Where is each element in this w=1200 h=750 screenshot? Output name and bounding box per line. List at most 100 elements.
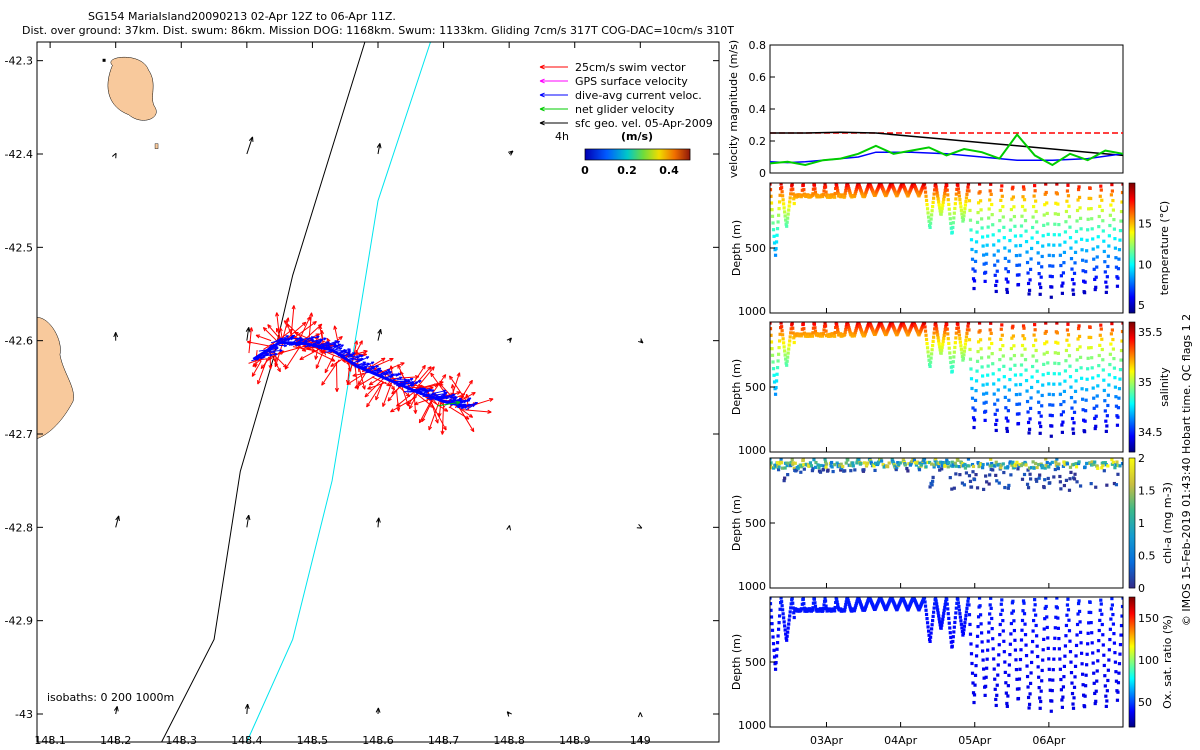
depth-point-temperature — [1088, 186, 1092, 190]
depth-point-oxygen — [964, 610, 969, 614]
depth-point-salinity — [962, 353, 966, 357]
depth-point-oxygen — [1058, 667, 1062, 671]
depth-point-salinity — [985, 391, 989, 395]
depth-point-temperature — [770, 183, 772, 186]
speed-colorbar-cell — [656, 149, 658, 160]
depth-point-oxygen — [770, 602, 773, 606]
depth-point-salinity — [964, 335, 969, 339]
islet-small — [102, 58, 106, 62]
depth-point-temperature — [1005, 287, 1009, 292]
depth-point-oxygen — [962, 624, 967, 628]
depth-point-chl-a — [841, 464, 845, 469]
depth-point-oxygen — [986, 639, 990, 643]
colorbar-cell-oxygen — [1129, 635, 1135, 637]
colorbar-cell-chl-a — [1129, 543, 1135, 545]
colorbar-cell-salinity — [1129, 419, 1135, 421]
depth-point-temperature — [962, 210, 967, 214]
depth-point-temperature — [772, 241, 777, 245]
depth-point-oxygen — [975, 644, 979, 648]
depth-point-salinity — [1104, 419, 1108, 423]
depth-point-oxygen — [1092, 671, 1096, 675]
depth-point-temperature — [951, 221, 955, 225]
depth-point-oxygen — [992, 657, 996, 661]
depth-point-salinity — [1041, 383, 1045, 387]
depth-point-chl-a — [853, 468, 857, 472]
depth-point-temperature — [813, 187, 817, 191]
depth-point-oxygen — [1086, 631, 1090, 635]
depth-point-oxygen — [1097, 639, 1101, 643]
colorbar-cell-salinity — [1129, 386, 1135, 388]
depth-point-temperature — [1120, 200, 1123, 204]
speed-colorbar-cell — [586, 149, 588, 160]
depth-point-oxygen — [953, 620, 957, 625]
colorbar-cell-chl-a — [1129, 487, 1135, 489]
colorbar-cell-chl-a — [1129, 502, 1135, 504]
depth-point-oxygen — [1075, 622, 1080, 627]
depth-point-salinity — [1094, 414, 1098, 418]
colorbar-cell-temperature — [1129, 225, 1135, 227]
legend-label: sfc geo. vel. 05-Apr-2009 — [575, 117, 713, 130]
time-tick-label: 05Apr — [958, 734, 992, 747]
depth-point-temperature — [843, 191, 847, 195]
dac-vector-head — [323, 337, 327, 341]
depth-point-oxygen — [1010, 611, 1014, 615]
depth-point-oxygen — [1051, 678, 1055, 682]
depth-point-oxygen — [780, 604, 784, 608]
depth-point-chl-a — [840, 466, 844, 470]
depth-point-temperature — [1067, 215, 1072, 219]
colorbar-cell-chl-a — [1129, 468, 1135, 470]
depth-point-salinity — [969, 377, 974, 381]
colorbar-cell-salinity — [1129, 352, 1135, 354]
depth-point-oxygen — [771, 635, 775, 639]
colorbar-cell-temperature — [1129, 245, 1135, 247]
swim-vector-head — [450, 384, 455, 389]
colorbar-cell-temperature — [1129, 268, 1135, 270]
depth-point-temperature — [1073, 261, 1077, 265]
depth-point-chl-a — [1065, 462, 1070, 466]
speed-colorbar-tick: 0.4 — [659, 164, 679, 177]
depth-point-oxygen — [937, 614, 941, 618]
colorbar-cell-oxygen — [1129, 637, 1135, 639]
depth-point-oxygen — [1007, 673, 1011, 677]
depth-point-temperature — [1035, 230, 1039, 234]
depth-point-salinity — [1065, 328, 1070, 332]
depth-point-temperature — [1036, 240, 1040, 245]
swim-vector-head — [260, 364, 265, 369]
depth-point-salinity — [931, 339, 935, 343]
depth-point-oxygen — [949, 635, 953, 640]
colorbar-cell-chl-a — [1129, 568, 1135, 570]
depth-point-temperature — [957, 194, 961, 198]
depth-point-temperature — [1103, 260, 1107, 264]
colorbar-cell-chl-a — [1129, 522, 1135, 524]
depth-point-oxygen — [1059, 677, 1063, 682]
depth-point-temperature — [1112, 218, 1116, 222]
speed-colorbar-cell — [616, 149, 618, 160]
depth-point-temperature — [781, 198, 785, 202]
depth-point-oxygen — [1075, 633, 1079, 637]
depth-point-temperature — [853, 191, 857, 195]
depth-point-oxygen — [772, 655, 777, 659]
depth-point-temperature — [1078, 216, 1083, 220]
depth-point-chl-a — [1089, 482, 1093, 486]
depth-point-temperature — [1109, 203, 1113, 207]
swim-vector-head — [421, 417, 426, 422]
depth-point-oxygen — [824, 604, 828, 608]
depth-point-temperature — [835, 183, 839, 188]
swim-vector-head — [430, 366, 435, 371]
depth-point-temperature — [961, 219, 965, 223]
depth-point-chl-a — [953, 461, 957, 465]
depth-point-oxygen — [776, 627, 781, 631]
swim-vector — [357, 364, 372, 385]
depth-point-salinity — [967, 328, 971, 332]
colorbar-cell-chl-a — [1129, 518, 1135, 520]
depth-point-chl-a — [1040, 466, 1044, 470]
speed-colorbar-cell — [654, 149, 656, 160]
speed-colorbar-cell — [602, 149, 604, 160]
depth-point-oxygen — [791, 601, 795, 605]
depth-point-temperature — [1022, 187, 1026, 191]
swim-vector — [269, 349, 288, 369]
colorbar-cell-oxygen — [1129, 600, 1135, 602]
depth-point-salinity — [1036, 379, 1040, 384]
depth-point-oxygen — [1023, 622, 1027, 626]
colorbar-cell-temperature — [1129, 232, 1135, 234]
